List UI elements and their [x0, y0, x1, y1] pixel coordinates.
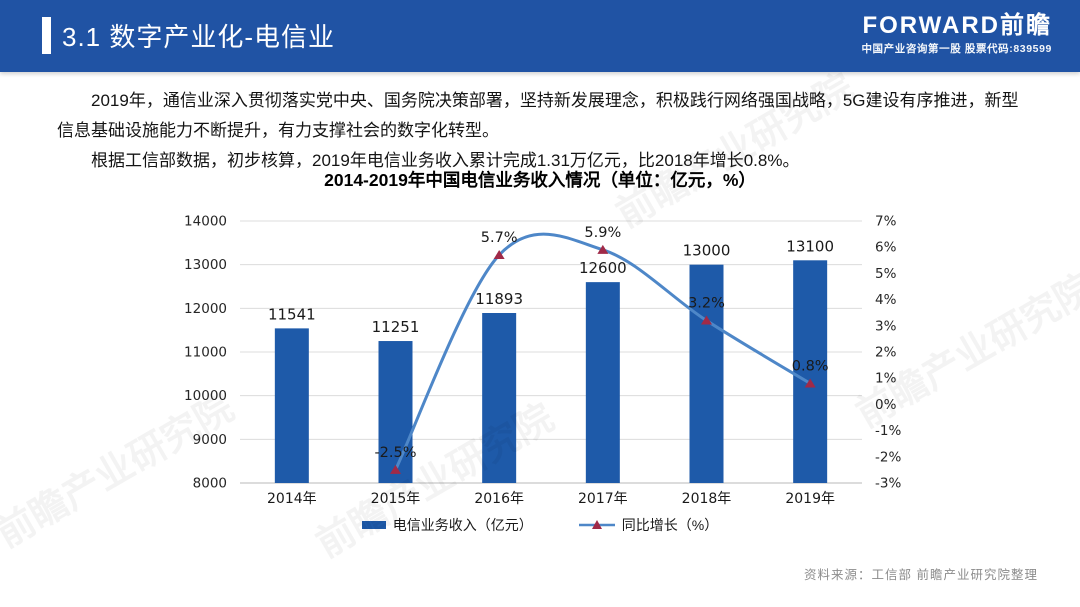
bar-2017年: [585, 282, 620, 483]
growth-value-label: 5.9%: [584, 225, 621, 241]
legend-item-growth: 同比增长（%）: [578, 515, 719, 535]
right-axis-tick: -1%: [875, 423, 901, 439]
legend-item-revenue: 电信业务收入（亿元）: [361, 515, 533, 535]
legend-line-swatch: [578, 519, 615, 531]
legend-label-revenue: 电信业务收入（亿元）: [392, 517, 533, 533]
forward-logo: FORWARD前瞻 中国产业咨询第一股 股票代码:839599: [861, 13, 1052, 56]
growth-value-label: 0.8%: [792, 358, 829, 374]
left-axis-tick: 8000: [193, 476, 227, 492]
bar-value-label: 11893: [475, 290, 523, 308]
x-axis-label: 2017年: [578, 491, 628, 507]
left-axis-tick: 11000: [184, 345, 227, 361]
growth-value-label: 5.7%: [481, 230, 518, 246]
right-axis-tick: 7%: [875, 214, 897, 230]
triangle-marker: [701, 315, 712, 325]
x-axis-label: 2016年: [474, 491, 524, 507]
x-axis-label: 2014年: [267, 491, 317, 507]
bar-2018年: [689, 264, 724, 483]
bar-value-label: 11251: [372, 318, 420, 336]
bar-value-label: 12600: [579, 259, 627, 277]
source-note: 资料来源：工信部 前瞻产业研究院整理: [804, 568, 1038, 582]
bar-value-label: 11541: [268, 305, 316, 323]
logo-tagline: 中国产业咨询第一股 股票代码:839599: [861, 43, 1052, 55]
bar-swatch: [361, 521, 386, 529]
left-axis-tick: 13000: [184, 257, 227, 273]
growth-value-label: -2.5%: [374, 445, 416, 461]
legend-label-growth: 同比增长（%）: [621, 517, 719, 533]
x-axis-labels: 2014年 2015年 2016年 2017年 2018年 2019年: [267, 491, 835, 507]
right-axis-tick: -3%: [875, 476, 901, 492]
triangle-marker: [493, 250, 505, 260]
left-axis-tick: 9000: [193, 432, 227, 448]
triangle-marker: [597, 244, 609, 254]
right-axis-tick: 5%: [875, 266, 897, 282]
header-bar: 3.1 数字产业化-电信业 FORWARD前瞻 中国产业咨询第一股 股票代码:8…: [0, 0, 1080, 72]
growth-line-markers: -2.5% 5.7% 5.9% 3.2% 0.8%: [374, 225, 829, 474]
triangle-marker: [804, 378, 816, 388]
growth-line: [394, 232, 812, 472]
x-axis-label: 2015年: [371, 491, 421, 507]
chart-title: 2014-2019年中国电信业务收入情况（单位：亿元，%）: [324, 170, 756, 190]
right-axis-tick: 4%: [875, 292, 897, 308]
logo-wordmark: FORWARD前瞻: [862, 12, 1052, 39]
x-axis-label: 2019年: [785, 491, 835, 507]
right-axis-tick: 0%: [875, 397, 897, 413]
right-axis-labels: -3% -2% -1% 0% 1% 2% 3% 4% 5% 6% 7%: [875, 214, 901, 492]
bar-2015年: [378, 341, 413, 483]
title-accent-bar: [42, 17, 51, 54]
page-title: 3.1 数字产业化-电信业: [62, 22, 336, 52]
line-swatch-icon: [578, 520, 615, 529]
bar-value-label: 13000: [683, 242, 731, 260]
bar-series: 11541 11251 11893 12600 13000 13100: [268, 237, 834, 483]
bar-2016年: [482, 313, 517, 483]
combo-chart: 800090001000011000120001300014000-3%-2%-…: [184, 214, 901, 508]
right-axis-tick: -2%: [875, 449, 901, 465]
left-axis-tick: 12000: [184, 301, 227, 317]
right-axis-tick: 6%: [875, 240, 897, 256]
body-paragraph-2: 根据工信部数据，初步核算，2019年电信业务收入累计完成1.31万亿元，比201…: [91, 151, 800, 170]
right-axis-tick: 2%: [875, 345, 897, 361]
bar-value-label: 13100: [786, 237, 834, 255]
triangle-marker: [390, 464, 401, 474]
bar-2014年: [274, 328, 309, 483]
x-axis-label: 2018年: [682, 491, 732, 507]
body-paragraph-1: 2019年，通信业深入贯彻落实党中央、国务院决策部署，坚持新发展理念，积极践行网…: [57, 91, 1019, 140]
right-axis-tick: 1%: [875, 371, 897, 387]
growth-value-label: 3.2%: [688, 296, 725, 312]
right-axis-tick: 3%: [875, 318, 897, 334]
bar-2019年: [793, 260, 828, 483]
left-axis-tick: 10000: [184, 388, 227, 404]
left-axis-labels: 8000 9000 10000 11000 12000 13000 14000: [184, 214, 227, 492]
chart-gridlines: [240, 220, 862, 484]
left-axis-tick: 14000: [184, 214, 227, 230]
chart-legend: 电信业务收入（亿元） 同比增长（%）: [0, 515, 1080, 535]
body-text: 2019年，通信业深入贯彻落实党中央、国务院决策部署，坚持新发展理念，积极践行网…: [57, 86, 1034, 176]
